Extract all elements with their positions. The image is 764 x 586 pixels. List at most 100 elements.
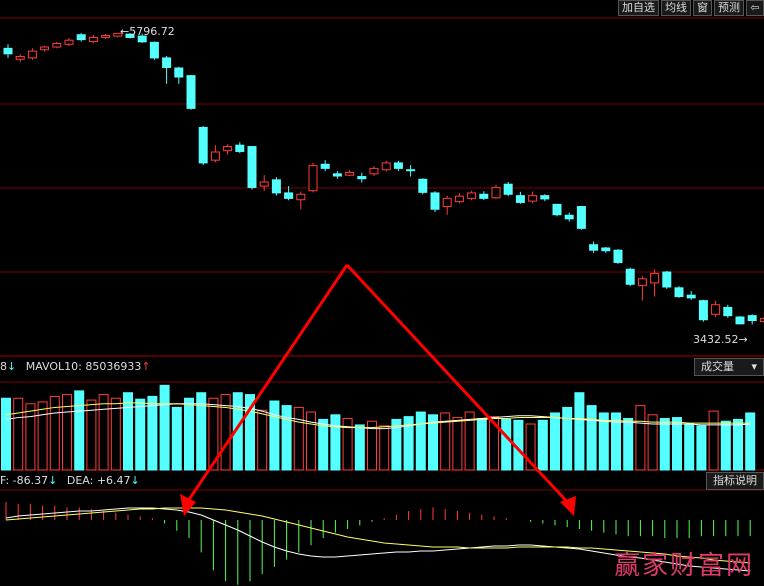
window-button[interactable]: 窗 [693, 0, 712, 16]
candle-body-60 [735, 316, 745, 325]
candle-body-6 [76, 34, 86, 41]
volume-bar-20 [245, 394, 255, 471]
volume-bar-13 [159, 384, 170, 471]
arrow-right-line [345, 263, 574, 509]
volume-panel-header: 8↓ MAVOL10: 85036933↑ [0, 360, 151, 373]
volume-bar-44 [537, 419, 548, 471]
candle-body-25 [308, 165, 318, 192]
high-price-label: ←5796.72 [120, 25, 175, 38]
volume-bar-49 [598, 412, 609, 471]
candle-body-53 [650, 272, 660, 284]
candle-body-56 [686, 294, 696, 299]
volume-bar-24 [293, 406, 304, 471]
candle-body-4 [52, 42, 62, 48]
candle-body-21 [259, 181, 269, 187]
candle-body-26 [320, 163, 330, 169]
volume-bar-0 [1, 397, 11, 471]
candle-body-14 [174, 67, 184, 78]
volume-bar-12 [147, 395, 158, 471]
candle-body-45 [552, 203, 562, 216]
arrow-left-icon[interactable]: ⇦ [746, 0, 764, 16]
candle-body-31 [381, 162, 391, 171]
candle-body-18 [223, 146, 233, 152]
candle-body-39 [479, 193, 489, 199]
candle-body-55 [674, 287, 684, 298]
volume-bar-40 [489, 416, 499, 471]
volume-bar-55 [672, 417, 682, 471]
volume-bar-36 [440, 412, 451, 471]
candle-body-8 [101, 35, 111, 38]
volume-bar-47 [574, 392, 585, 471]
volume-bar-48 [586, 405, 597, 471]
candle-body-54 [662, 271, 672, 288]
volume-bar-41 [501, 418, 512, 471]
candle-body-11 [137, 35, 147, 43]
volume-bar-21 [257, 409, 268, 471]
volume-bar-58 [708, 410, 719, 471]
volume-bar-11 [135, 398, 146, 471]
volume-bar-33 [403, 416, 414, 471]
low-price-label: 3432.52→ [693, 333, 748, 346]
volume-indicator-dropdown[interactable]: 成交量 ▾ [694, 358, 764, 376]
indicator-help-button[interactable]: 指标说明 [706, 472, 764, 490]
macd-panel-header: F: -86.37↓ DEA: +6.47↓ [0, 474, 140, 487]
volume-bar-32 [391, 418, 402, 471]
volume-bar-16 [196, 392, 207, 471]
candle-body-27 [332, 173, 342, 177]
volume-bar-7 [86, 399, 97, 471]
candle-body-19 [235, 144, 245, 152]
candle-body-7 [88, 36, 98, 43]
volume-bar-37 [452, 417, 463, 471]
candle-body-43 [528, 195, 538, 202]
macd-dif-line [5, 507, 751, 572]
volume-bar-46 [562, 406, 573, 471]
candle-body-34 [418, 178, 428, 193]
volume-bar-45 [550, 412, 560, 471]
candle-body-28 [345, 171, 355, 176]
volume-bars [1, 384, 756, 471]
volume-bar-56 [684, 423, 695, 471]
volume-bar-30 [367, 420, 377, 471]
arrow-left-line [182, 264, 349, 508]
candle-body-51 [625, 268, 635, 285]
candle-body-10 [125, 33, 135, 38]
candle-body-1 [15, 56, 25, 60]
candle-body-30 [369, 167, 379, 175]
candle-body-47 [576, 206, 586, 229]
volume-bar-34 [415, 411, 426, 471]
volume-bar-4 [49, 395, 60, 471]
candle-body-48 [589, 244, 599, 251]
volume-ma-lines [5, 402, 751, 430]
add-watchlist-button[interactable]: 加自选 [618, 0, 659, 16]
ma-line-button[interactable]: 均线 [661, 0, 691, 16]
volume-bar-6 [74, 390, 85, 471]
volume-bar-15 [184, 397, 194, 471]
candle-body-0 [3, 47, 13, 55]
candle-body-12 [149, 41, 159, 59]
candle-body-9 [113, 32, 123, 37]
volume-bar-53 [647, 414, 658, 471]
candle-body-57 [698, 300, 708, 321]
candle-body-42 [515, 195, 525, 203]
candle-body-16 [198, 126, 208, 164]
candle-body-33 [406, 169, 416, 172]
candle-body-3 [40, 46, 50, 51]
volume-bar-2 [25, 403, 36, 471]
volume-bar-8 [98, 394, 109, 471]
candle-body-36 [442, 197, 452, 208]
forecast-button[interactable]: 预测 [714, 0, 744, 16]
candle-body-49 [601, 247, 611, 252]
candle-body-29 [357, 176, 367, 180]
candle-body-44 [540, 195, 550, 200]
candle-body-23 [284, 192, 294, 199]
candle-body-46 [564, 214, 574, 220]
candle-body-20 [247, 146, 257, 188]
arrow-right-head [560, 496, 576, 516]
volume-bar-51 [623, 417, 634, 471]
macd-dea-line [5, 507, 751, 564]
candle-body-41 [503, 183, 513, 195]
volume-bar-17 [208, 397, 219, 471]
volume-bar-3 [37, 401, 48, 471]
volume-bar-10 [123, 392, 133, 471]
volume-bar-14 [171, 406, 182, 471]
